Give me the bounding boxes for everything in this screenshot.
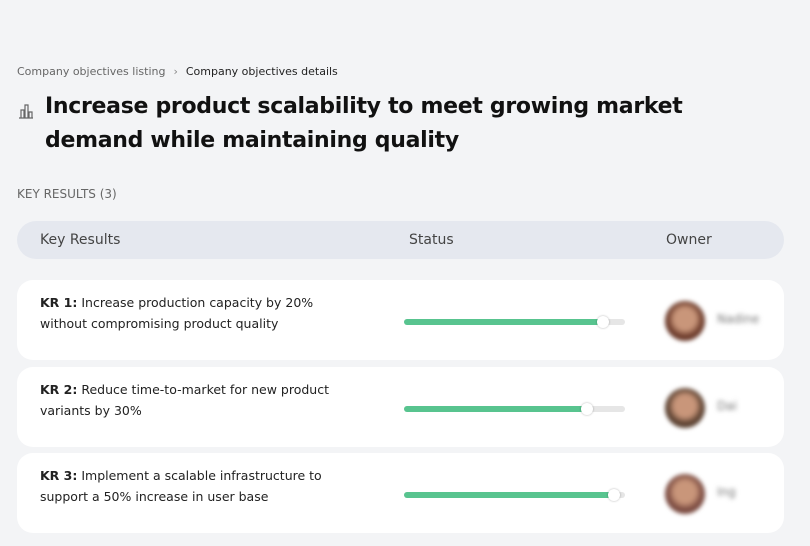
progress-knob [607,489,620,501]
progress-fill [404,403,594,415]
column-header-key-results: Key Results [40,232,121,248]
key-result-prefix: KR 2: [40,382,78,397]
building-chart-icon [19,104,33,119]
owner-avatar [665,474,705,514]
breadcrumb-current: Company objectives details [185,65,338,78]
key-result-prefix: KR 1: [40,295,78,310]
table-header: Key Results Status Owner [17,221,784,259]
breadcrumb: Company objectives listing › Company obj… [17,65,338,78]
progress-fill [404,316,609,328]
progress-bar [404,403,625,415]
progress-bar [404,489,625,501]
table-row[interactable]: KR 1: Increase production capacity by 20… [17,280,784,360]
progress-fill [404,489,620,501]
key-result-description: Reduce time-to-market for new product va… [40,382,329,418]
table-row[interactable]: KR 2: Reduce time-to-market for new prod… [17,367,784,447]
section-label: KEY RESULTS (3) [17,187,117,201]
breadcrumb-link-listing[interactable]: Company objectives listing [17,65,166,78]
owner-name: Ing [717,485,736,499]
key-result-description: Increase production capacity by 20% with… [40,295,314,331]
owner-avatar [665,301,705,341]
progress-knob [596,316,609,328]
owner-name: Nadine [717,312,760,326]
key-result-text: KR 3: Implement a scalable infrastructur… [40,465,340,507]
owner-name: Dai [717,399,737,413]
progress-bar [404,316,625,328]
key-result-description: Implement a scalable infrastructure to s… [40,468,322,504]
objective-header: Increase product scalability to meet gro… [17,90,705,158]
owner-avatar [665,388,705,428]
key-result-prefix: KR 3: [40,468,78,483]
key-result-text: KR 2: Reduce time-to-market for new prod… [40,379,340,421]
table-row[interactable]: KR 3: Implement a scalable infrastructur… [17,453,784,533]
progress-knob [581,403,594,415]
column-header-status: Status [409,232,454,248]
column-header-owner: Owner [666,232,712,248]
key-result-text: KR 1: Increase production capacity by 20… [40,292,340,334]
page-title: Increase product scalability to meet gro… [45,94,683,153]
chevron-right-icon: › [173,65,178,78]
